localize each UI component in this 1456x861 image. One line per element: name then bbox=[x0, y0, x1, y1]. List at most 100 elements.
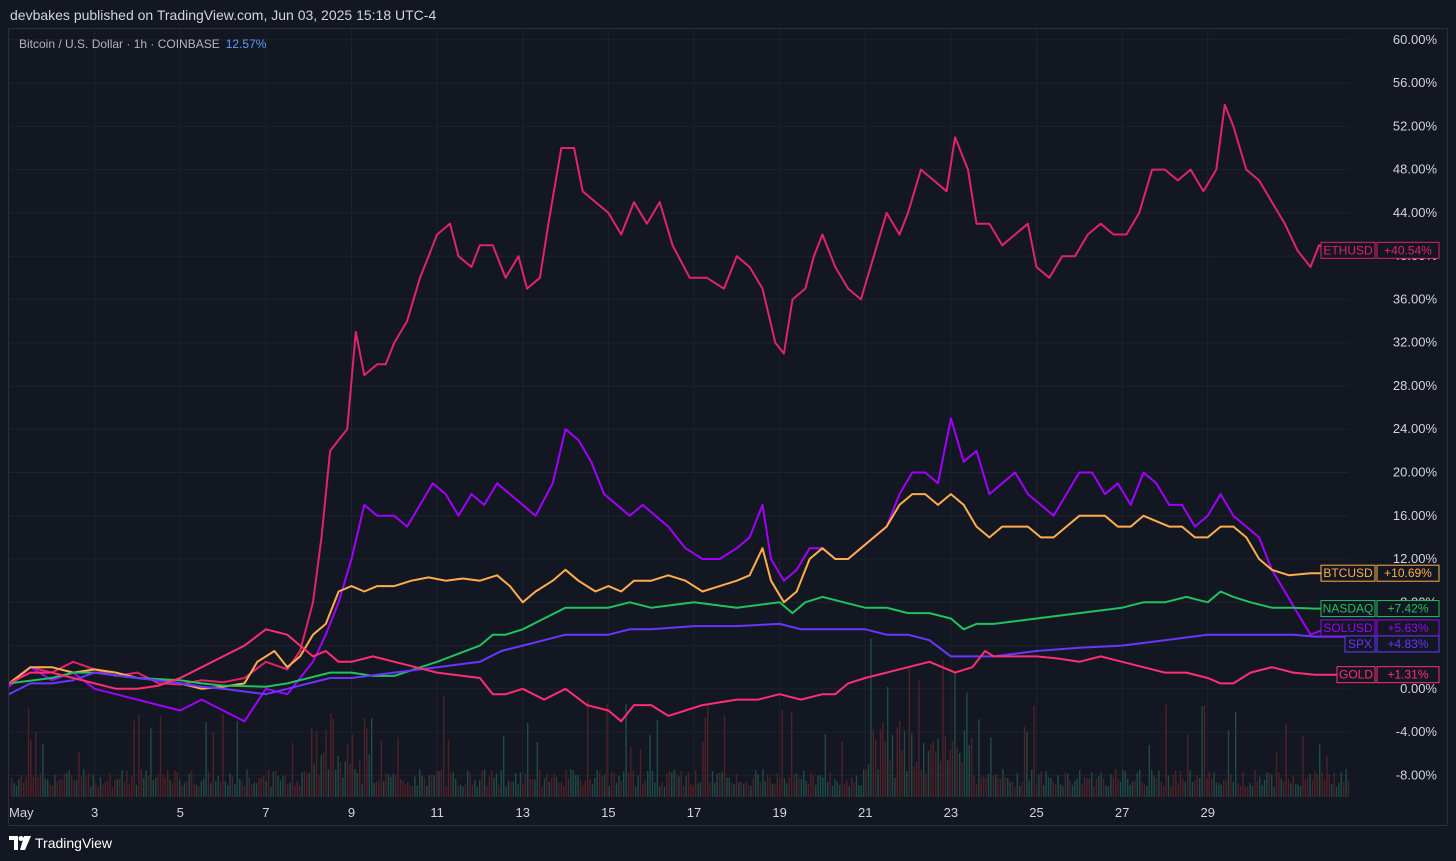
volume-bar bbox=[1071, 784, 1074, 797]
volume-bar bbox=[325, 729, 327, 797]
volume-bar bbox=[222, 713, 224, 797]
y-tick-label: 0.00% bbox=[1400, 681, 1437, 696]
volume-bar bbox=[1091, 772, 1093, 797]
volume-bar bbox=[272, 771, 274, 797]
volume-bar bbox=[169, 779, 171, 797]
volume-bar bbox=[265, 781, 267, 797]
volume-bar bbox=[1002, 769, 1004, 797]
volume-bar bbox=[1175, 770, 1177, 797]
volume-bar bbox=[997, 778, 999, 797]
chart-canvas[interactable]: 60.00%56.00%52.00%48.00%44.00%40.00%36.0… bbox=[9, 29, 1447, 825]
volume-bar bbox=[479, 780, 481, 797]
volume-bar bbox=[191, 770, 193, 797]
volume-bar bbox=[887, 686, 889, 797]
volume-bar bbox=[553, 773, 555, 797]
volume-bar bbox=[102, 784, 104, 797]
volume-bar bbox=[392, 773, 394, 797]
x-tick-label: 29 bbox=[1200, 805, 1214, 820]
volume-bar bbox=[186, 781, 188, 797]
volume-bar bbox=[644, 780, 646, 797]
volume-bar bbox=[361, 783, 363, 797]
volume-bar bbox=[1153, 775, 1155, 797]
volume-bar bbox=[959, 753, 961, 797]
volume-bar bbox=[1170, 785, 1172, 797]
tradingview-logo[interactable]: TradingView bbox=[9, 835, 112, 851]
volume-bar bbox=[231, 776, 234, 797]
volume-bar bbox=[1189, 770, 1191, 797]
volume-bar bbox=[891, 734, 894, 797]
volume-bar bbox=[738, 782, 740, 797]
volume-bar bbox=[572, 770, 574, 797]
volume-bar bbox=[911, 733, 913, 797]
y-tick-label: 52.00% bbox=[1393, 118, 1438, 133]
volume-bar bbox=[1196, 775, 1198, 797]
volume-bar bbox=[114, 779, 116, 797]
volume-bar bbox=[740, 781, 742, 797]
volume-bar bbox=[995, 774, 997, 797]
volume-bar bbox=[639, 749, 642, 797]
volume-bar bbox=[378, 780, 380, 797]
volume-bar bbox=[1158, 770, 1160, 797]
volume-bar bbox=[128, 783, 130, 797]
volume-bar bbox=[493, 777, 495, 797]
volume-bar bbox=[541, 786, 543, 797]
volume-bar bbox=[435, 770, 438, 797]
volume-bar bbox=[1242, 771, 1244, 797]
volume-bar bbox=[512, 781, 514, 797]
volume-bar bbox=[467, 770, 469, 797]
series-end-labels: ETHUSD +40.54% BTCUSD +10.69% NASDAQ +7.42% SO… bbox=[1320, 241, 1440, 684]
publish-header: devbakes published on TradingView.com, J… bbox=[0, 0, 1456, 30]
volume-bar bbox=[815, 784, 817, 797]
y-axis: 60.00%56.00%52.00%48.00%44.00%40.00%36.0… bbox=[1393, 32, 1438, 783]
volume-bar bbox=[747, 784, 750, 797]
volume-bar bbox=[311, 727, 313, 797]
volume-bar bbox=[618, 776, 620, 797]
volume-bar bbox=[1283, 781, 1285, 797]
volume-bar bbox=[932, 742, 934, 797]
volume-bar bbox=[335, 769, 337, 797]
end-label-value-box bbox=[1376, 600, 1440, 618]
volume-bar bbox=[779, 777, 781, 797]
volume-bar bbox=[767, 774, 769, 797]
volume-bar bbox=[522, 783, 524, 797]
volume-bars bbox=[11, 638, 1350, 797]
volume-bar bbox=[1211, 778, 1213, 797]
volume-bar bbox=[980, 777, 982, 797]
volume-bar bbox=[49, 784, 51, 797]
volume-bar bbox=[870, 638, 872, 797]
volume-bar bbox=[1280, 778, 1282, 797]
volume-bar bbox=[781, 709, 783, 797]
volume-bar bbox=[793, 774, 795, 797]
volume-bar bbox=[1259, 776, 1261, 797]
volume-bar bbox=[745, 781, 747, 797]
end-label-name-box bbox=[1344, 635, 1376, 653]
volume-bar bbox=[791, 712, 793, 797]
volume-bar bbox=[260, 778, 262, 797]
volume-bar bbox=[668, 771, 670, 797]
volume-bar bbox=[481, 771, 483, 797]
volume-bar bbox=[759, 782, 762, 797]
volume-bar bbox=[241, 780, 243, 797]
volume-bar bbox=[318, 774, 320, 797]
volume-bar bbox=[683, 785, 685, 797]
volume-bar bbox=[714, 782, 716, 797]
volume-bar bbox=[1160, 781, 1162, 797]
volume-bar bbox=[774, 784, 776, 797]
volume-bar bbox=[867, 764, 870, 797]
volume-bar bbox=[155, 777, 157, 797]
volume-bar bbox=[695, 770, 697, 797]
volume-bar bbox=[1206, 778, 1208, 797]
volume-bar bbox=[498, 785, 500, 797]
volume-bar bbox=[135, 784, 138, 797]
x-tick-label: 17 bbox=[687, 805, 701, 820]
volume-bar bbox=[1218, 783, 1220, 797]
volume-bar bbox=[896, 727, 898, 797]
volume-bar bbox=[1038, 774, 1040, 797]
chart-panel[interactable]: 60.00%56.00%52.00%48.00%44.00%40.00%36.0… bbox=[8, 28, 1448, 826]
volume-bar bbox=[606, 704, 608, 797]
series-line-nasdaq bbox=[9, 590, 1349, 688]
volume-bar bbox=[985, 777, 987, 797]
volume-bar bbox=[800, 778, 802, 797]
volume-bar bbox=[743, 784, 745, 797]
volume-bar bbox=[500, 770, 502, 797]
